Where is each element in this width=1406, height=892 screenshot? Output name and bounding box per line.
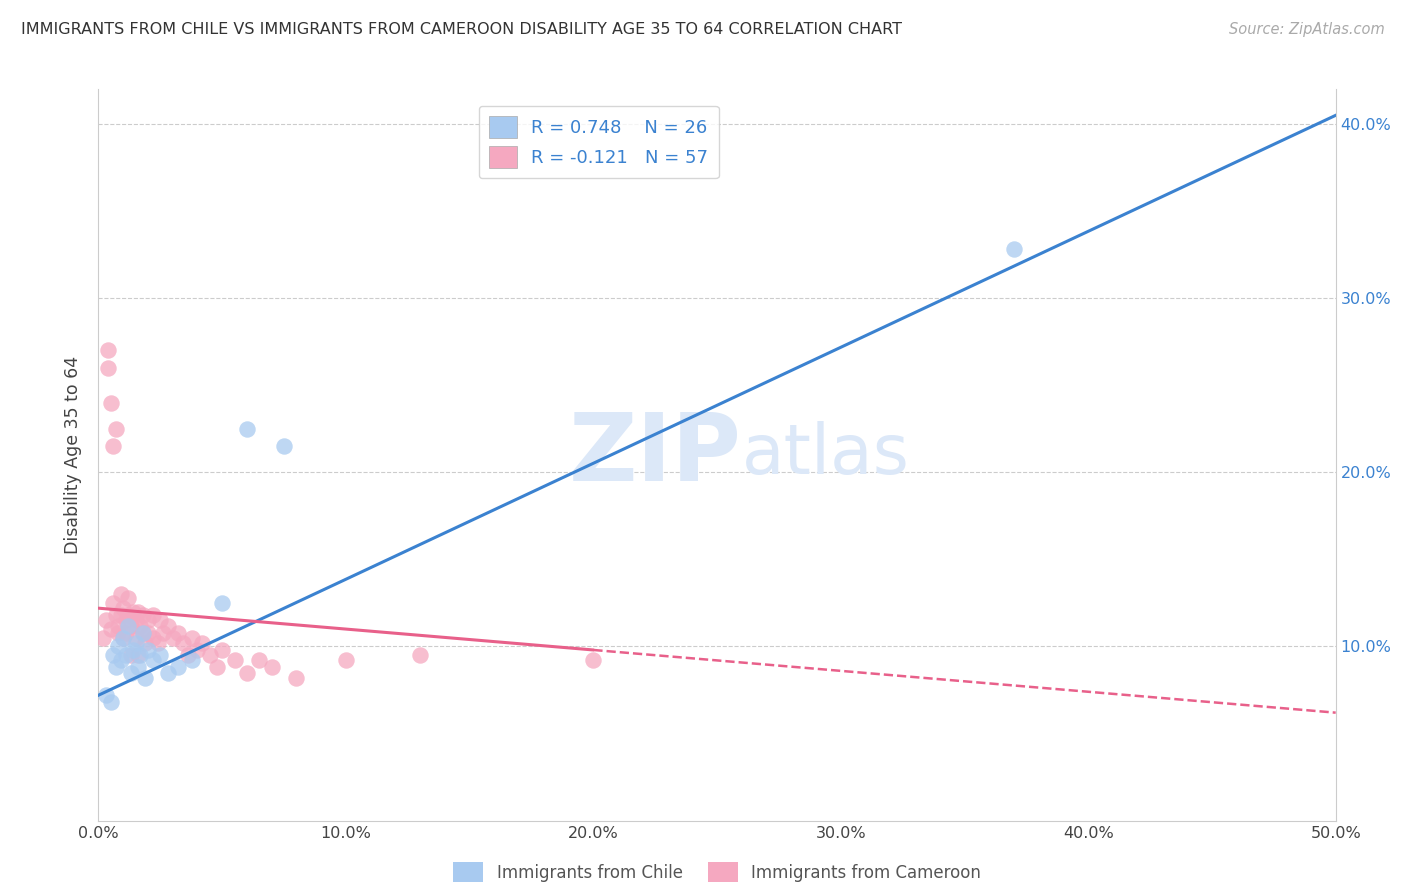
Point xyxy=(134,636,156,650)
Point xyxy=(107,618,129,632)
Point xyxy=(124,613,146,627)
Point xyxy=(112,601,135,615)
Text: atlas: atlas xyxy=(742,421,910,489)
Point xyxy=(181,653,204,667)
Legend: Immigrants from Chile, Immigrants from Cameroon: Immigrants from Chile, Immigrants from C… xyxy=(447,855,987,889)
Point xyxy=(94,613,117,627)
Point xyxy=(142,653,165,667)
Point xyxy=(136,643,159,657)
Point xyxy=(103,596,125,610)
Text: Source: ZipAtlas.com: Source: ZipAtlas.com xyxy=(1229,22,1385,37)
Point xyxy=(156,618,179,632)
Point xyxy=(117,608,139,623)
Point xyxy=(162,631,184,645)
Point xyxy=(104,608,127,623)
Point xyxy=(97,360,120,375)
Point xyxy=(247,653,270,667)
Point xyxy=(122,605,145,619)
Point xyxy=(120,618,142,632)
Point xyxy=(142,631,165,645)
Point xyxy=(186,643,208,657)
Text: ZIP: ZIP xyxy=(569,409,742,501)
Point xyxy=(110,587,132,601)
Point xyxy=(103,648,125,663)
Point xyxy=(224,653,246,667)
Point xyxy=(236,665,259,680)
Point xyxy=(132,625,155,640)
Point xyxy=(100,395,122,409)
Point xyxy=(97,343,120,358)
Point xyxy=(132,608,155,623)
Point xyxy=(124,631,146,645)
Point xyxy=(114,613,136,627)
Point xyxy=(117,618,139,632)
Point xyxy=(191,636,214,650)
Point xyxy=(104,422,127,436)
Point xyxy=(136,613,159,627)
Point xyxy=(127,648,149,663)
Point xyxy=(127,660,149,674)
Point xyxy=(114,625,136,640)
Point xyxy=(120,648,142,663)
Point xyxy=(110,653,132,667)
Point xyxy=(273,439,295,453)
Point xyxy=(132,625,155,640)
Point xyxy=(285,671,308,685)
Point xyxy=(149,613,172,627)
Point xyxy=(100,695,122,709)
Point xyxy=(166,625,188,640)
Point xyxy=(1002,243,1025,257)
Point xyxy=(134,671,156,685)
Point xyxy=(582,653,605,667)
Point xyxy=(211,643,233,657)
Point xyxy=(103,439,125,453)
Point xyxy=(136,625,159,640)
Point xyxy=(236,422,259,436)
Point xyxy=(181,631,204,645)
Point xyxy=(124,636,146,650)
Point xyxy=(120,665,142,680)
Point xyxy=(107,640,129,654)
Point xyxy=(129,648,152,663)
Point xyxy=(176,648,198,663)
Point xyxy=(100,622,122,636)
Point xyxy=(117,591,139,605)
Point xyxy=(152,625,174,640)
Point xyxy=(149,648,172,663)
Y-axis label: Disability Age 35 to 64: Disability Age 35 to 64 xyxy=(65,356,83,554)
Point xyxy=(112,631,135,645)
Point xyxy=(409,648,432,663)
Point xyxy=(335,653,357,667)
Point xyxy=(93,631,115,645)
Point xyxy=(129,618,152,632)
Point xyxy=(142,608,165,623)
Point xyxy=(166,660,188,674)
Point xyxy=(112,631,135,645)
Point xyxy=(146,636,169,650)
Point xyxy=(156,665,179,680)
Point xyxy=(114,648,136,663)
Point xyxy=(104,660,127,674)
Point xyxy=(110,608,132,623)
Text: IMMIGRANTS FROM CHILE VS IMMIGRANTS FROM CAMEROON DISABILITY AGE 35 TO 64 CORREL: IMMIGRANTS FROM CHILE VS IMMIGRANTS FROM… xyxy=(21,22,903,37)
Point xyxy=(127,605,149,619)
Point xyxy=(107,625,129,640)
Point xyxy=(198,648,221,663)
Point xyxy=(205,660,228,674)
Point xyxy=(172,636,194,650)
Point xyxy=(94,688,117,702)
Point xyxy=(122,643,145,657)
Point xyxy=(211,596,233,610)
Point xyxy=(260,660,283,674)
